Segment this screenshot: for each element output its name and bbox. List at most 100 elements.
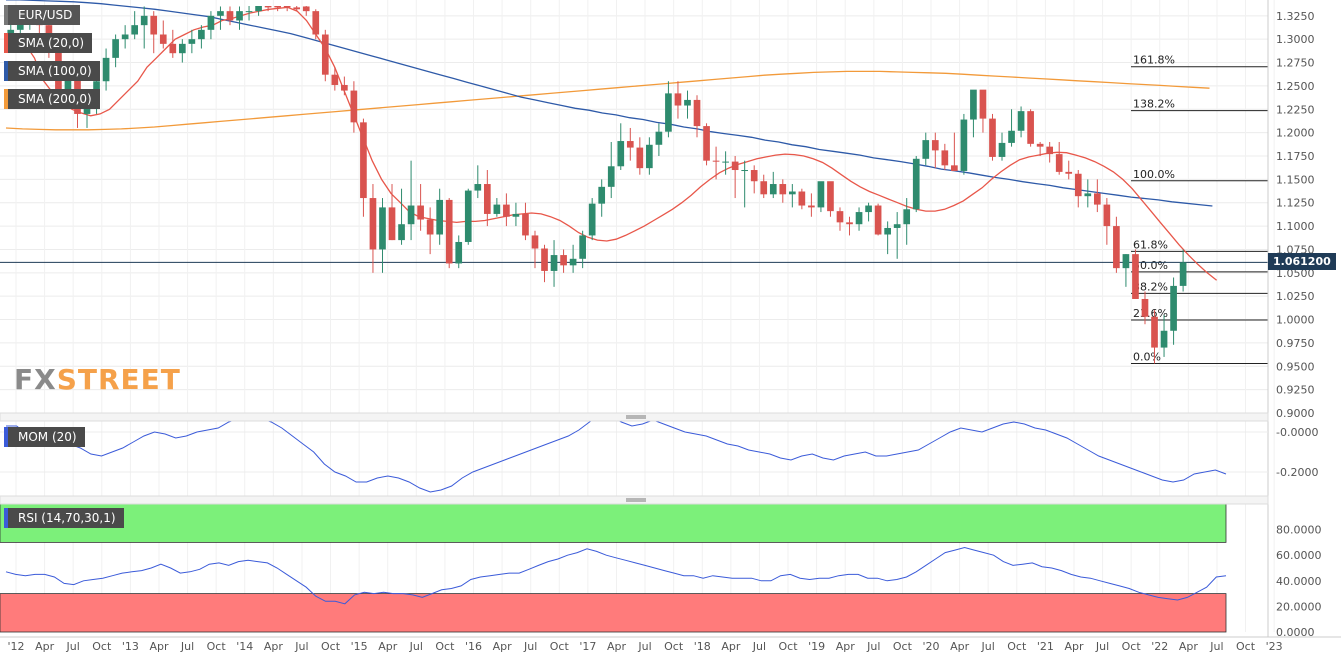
- candle-down: [846, 222, 853, 225]
- candle-up: [102, 57, 110, 82]
- time-tick-label: Oct: [550, 640, 570, 653]
- candle-down: [674, 93, 682, 106]
- candle-down: [1065, 171, 1073, 174]
- price-tick-label: 1.2250: [1276, 103, 1315, 116]
- candle-up: [817, 181, 825, 208]
- time-tick-label: Apr: [1179, 640, 1199, 653]
- candle-down: [636, 147, 644, 169]
- time-tick-label: Apr: [493, 640, 513, 653]
- candle-up: [684, 99, 691, 106]
- fib-label: 100.0%: [1133, 168, 1175, 181]
- panel-dividers[interactable]: [0, 412, 1269, 505]
- time-tick-label: Apr: [950, 640, 970, 653]
- time-tick-label: Jul: [866, 640, 880, 653]
- rsi-tick-label: 80.0000: [1276, 524, 1322, 537]
- candle-up: [665, 93, 672, 132]
- time-tick-label: '13: [122, 640, 139, 653]
- time-tick-label: Apr: [35, 640, 55, 653]
- legend-mom[interactable]: MOM (20): [4, 427, 85, 447]
- time-tick-label: Apr: [378, 640, 398, 653]
- candle-up: [474, 184, 482, 191]
- candle-down: [989, 118, 996, 157]
- candle-down: [827, 181, 834, 212]
- time-tick-label: '20: [922, 640, 939, 653]
- price-tick-label: 1.2000: [1276, 127, 1315, 140]
- candle-up: [436, 199, 444, 235]
- time-tick-label: Jul: [180, 640, 194, 653]
- time-tick-label: Oct: [321, 640, 341, 653]
- candle-up: [379, 207, 386, 250]
- candle-up: [998, 142, 1006, 157]
- time-tick-label: Apr: [721, 640, 741, 653]
- candle-up: [1122, 254, 1130, 269]
- candle-down: [941, 150, 949, 166]
- candle-down: [531, 235, 539, 249]
- candle-down: [1055, 154, 1063, 172]
- fxstreet-logo: FXSTREET: [14, 363, 181, 396]
- candle-up: [207, 15, 215, 30]
- candle-down: [264, 6, 272, 8]
- price-tick-label: 1.1500: [1276, 173, 1315, 186]
- price-tick-label: 1.2500: [1276, 80, 1315, 93]
- candle-down: [1103, 204, 1111, 227]
- main-mom-divider[interactable]: [0, 412, 1269, 422]
- candle-up: [884, 227, 891, 235]
- rsi-tick-label: 40.0000: [1276, 575, 1322, 588]
- price-tick-label: 1.2750: [1276, 57, 1315, 70]
- legend-sma200[interactable]: SMA (200,0): [4, 89, 100, 109]
- time-tick-label: Jul: [66, 640, 80, 653]
- candle-up: [769, 184, 777, 195]
- candle-up: [1160, 330, 1168, 348]
- time-tick-label: Jul: [409, 640, 423, 653]
- sma100-line: [6, 0, 1213, 207]
- candle-down: [626, 141, 634, 148]
- candle-up: [140, 15, 148, 26]
- candle-down: [931, 140, 939, 151]
- legend-sma100[interactable]: SMA (100,0): [4, 61, 100, 81]
- candle-up: [64, 76, 72, 91]
- candle-up: [598, 186, 606, 204]
- candle-down: [541, 248, 548, 271]
- candle-down: [312, 11, 320, 35]
- candle-up: [655, 131, 663, 145]
- time-tick-label: Oct: [1122, 640, 1142, 653]
- candle-up: [865, 205, 872, 213]
- fib-label: 61.8%: [1133, 238, 1168, 251]
- candle-down: [808, 205, 815, 208]
- current-price-tag: 1.061200: [1268, 253, 1336, 270]
- moving-averages: [5, 0, 1218, 281]
- candle-up: [903, 209, 911, 225]
- candle-down: [302, 6, 310, 12]
- time-tick-label: Oct: [1236, 640, 1256, 653]
- candle-up: [646, 144, 653, 169]
- candle-down: [1141, 298, 1149, 317]
- candle-down: [321, 34, 329, 75]
- candle-up: [550, 255, 558, 271]
- price-tick-label: 1.1750: [1276, 150, 1315, 163]
- candle-down: [341, 84, 348, 91]
- legend-rsi[interactable]: RSI (14,70,30,1): [4, 508, 124, 528]
- time-tick-label: Oct: [435, 640, 455, 653]
- time-tick-label: Oct: [92, 640, 112, 653]
- mom-rsi-divider[interactable]: [0, 495, 1269, 505]
- time-tick-label: Apr: [836, 640, 856, 653]
- candle-up: [455, 241, 463, 264]
- candle-down: [979, 89, 987, 119]
- legend-sma20[interactable]: SMA (20,0): [4, 33, 93, 53]
- price-tick-label: 1.0000: [1276, 314, 1315, 327]
- candle-up: [722, 161, 729, 163]
- logo-street: STREET: [56, 363, 181, 396]
- candle-down: [798, 191, 806, 206]
- candle-down: [159, 34, 167, 44]
- candle-up: [788, 191, 796, 195]
- price-tick-label: 1.1000: [1276, 220, 1315, 233]
- candle-up: [1017, 111, 1025, 131]
- candle-up: [588, 203, 596, 236]
- time-tick-label: '22: [1151, 640, 1168, 653]
- time-tick-label: Oct: [207, 640, 227, 653]
- candle-up: [493, 204, 501, 214]
- candle-down: [483, 184, 491, 214]
- candle-down: [1151, 316, 1158, 348]
- candle-up: [855, 212, 863, 225]
